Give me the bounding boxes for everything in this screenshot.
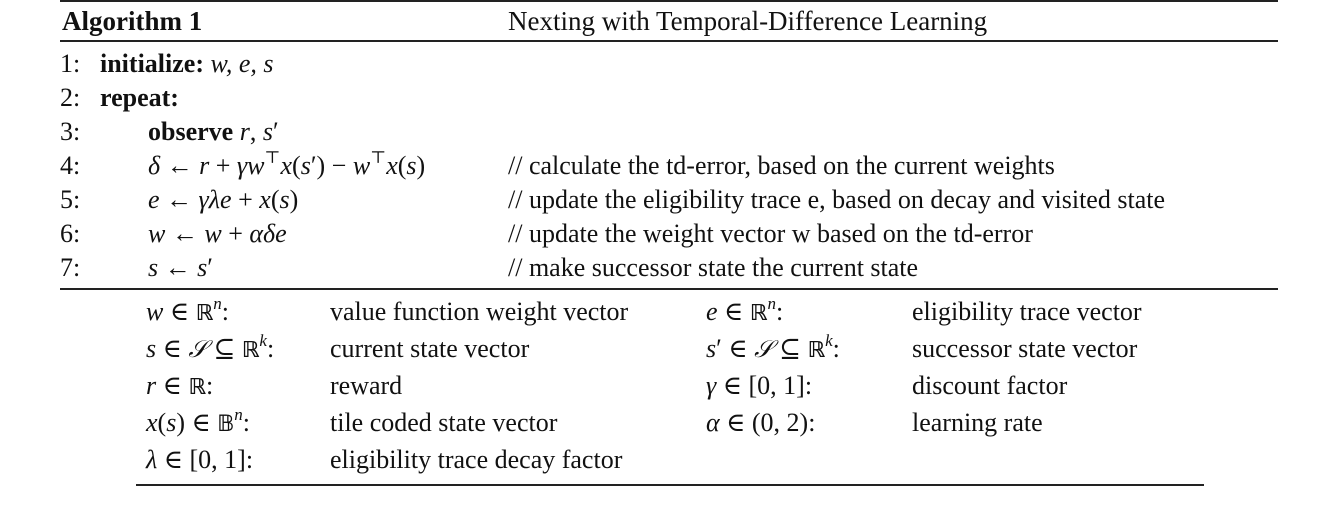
algorithm-bottom-rule <box>60 288 1278 290</box>
symbol-lambda: λ ∈ [0, 1]: <box>146 445 254 474</box>
keyword-repeat: repeat: <box>100 83 179 112</box>
line-number-4: 4: <box>60 151 81 180</box>
trace-update-equation: e ← γλe + x(s) <box>148 185 299 214</box>
initialize-vars: w, e, s <box>210 49 274 78</box>
algorithm-label: Algorithm 1 <box>62 6 203 36</box>
symbol-s-prime: s′ ∈ 𝒮 ⊆ ℝk: <box>706 331 840 363</box>
top-rule <box>60 0 1278 2</box>
symbol-alpha: α ∈ (0, 2): <box>706 408 816 437</box>
line-number-2: 2: <box>60 83 81 112</box>
symbol-gamma: γ ∈ [0, 1]: <box>706 371 813 400</box>
symbol-w: w ∈ ℝn: <box>146 294 229 326</box>
header-rule <box>60 40 1278 42</box>
line-number-1: 1: <box>60 49 81 78</box>
weight-update-equation: w ← w + αδe <box>148 219 287 248</box>
symbol-e: e ∈ ℝn: <box>706 294 784 326</box>
step-observe: observe r, s′ <box>148 117 279 146</box>
algorithm-title: Nexting with Temporal-Difference Learnin… <box>508 6 988 36</box>
desc-e: eligibility trace vector <box>912 297 1142 326</box>
symbol-s: s ∈ 𝒮 ⊆ ℝk: <box>146 331 275 363</box>
line-number-7: 7: <box>60 253 81 282</box>
symbol-x: x(s) ∈ 𝔹n: <box>146 405 250 437</box>
desc-r: reward <box>330 371 403 400</box>
state-update-equation: s ← s′ <box>148 253 213 282</box>
comment-td-error: // calculate the td-error, based on the … <box>508 151 1055 180</box>
comment-trace-update: // update the eligibility trace e, based… <box>508 185 1165 214</box>
desc-gamma: discount factor <box>912 371 1068 400</box>
symbol-r: r ∈ ℝ: <box>146 371 214 400</box>
desc-lambda: eligibility trace decay factor <box>330 445 623 474</box>
line-number-5: 5: <box>60 185 81 214</box>
comment-state-update: // make successor state the current stat… <box>508 253 919 282</box>
line-number-6: 6: <box>60 219 81 248</box>
legend-bottom-rule <box>136 484 1204 486</box>
keyword-initialize: initialize: <box>100 49 204 78</box>
desc-s: current state vector <box>330 334 530 363</box>
line-number-3: 3: <box>60 117 81 146</box>
keyword-observe: observe <box>148 117 234 146</box>
comment-weight-update: // update the weight vector w based on t… <box>508 219 1033 248</box>
step-initialize: initialize: w, e, s <box>100 48 274 80</box>
desc-alpha: learning rate <box>912 408 1043 437</box>
desc-s-prime: successor state vector <box>912 334 1138 363</box>
desc-w: value function weight vector <box>330 297 629 326</box>
desc-x: tile coded state vector <box>330 408 558 437</box>
td-error-equation: δ ← r + γw⊤x(s′) − w⊤x(s) <box>148 148 426 180</box>
